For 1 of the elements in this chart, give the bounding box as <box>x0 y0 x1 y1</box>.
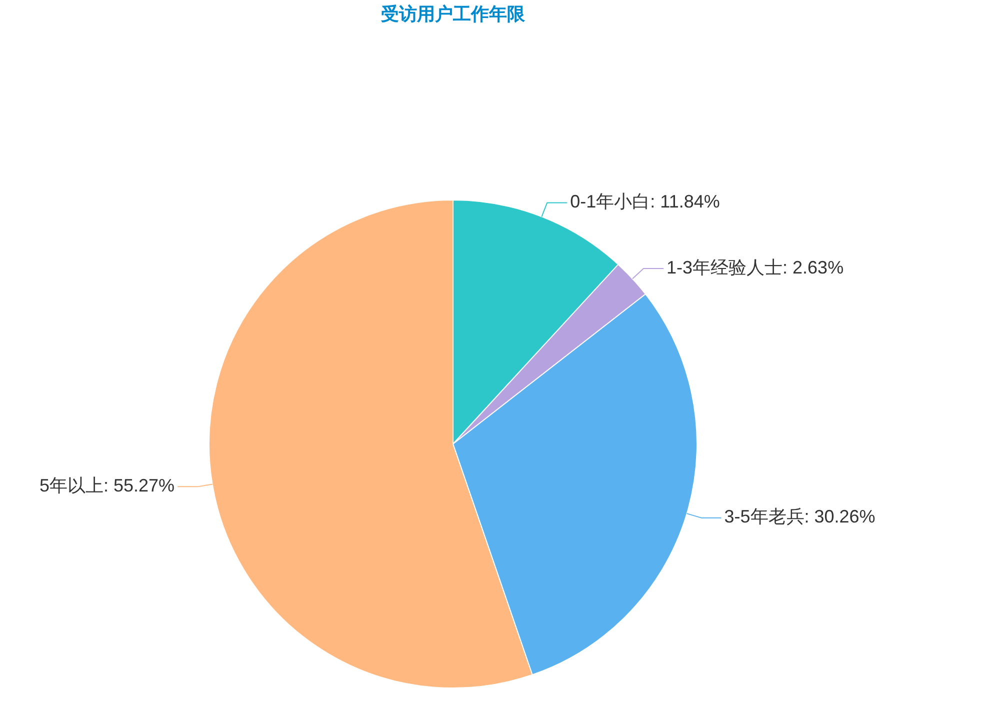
title: 受访用户工作年限 <box>381 4 525 24</box>
